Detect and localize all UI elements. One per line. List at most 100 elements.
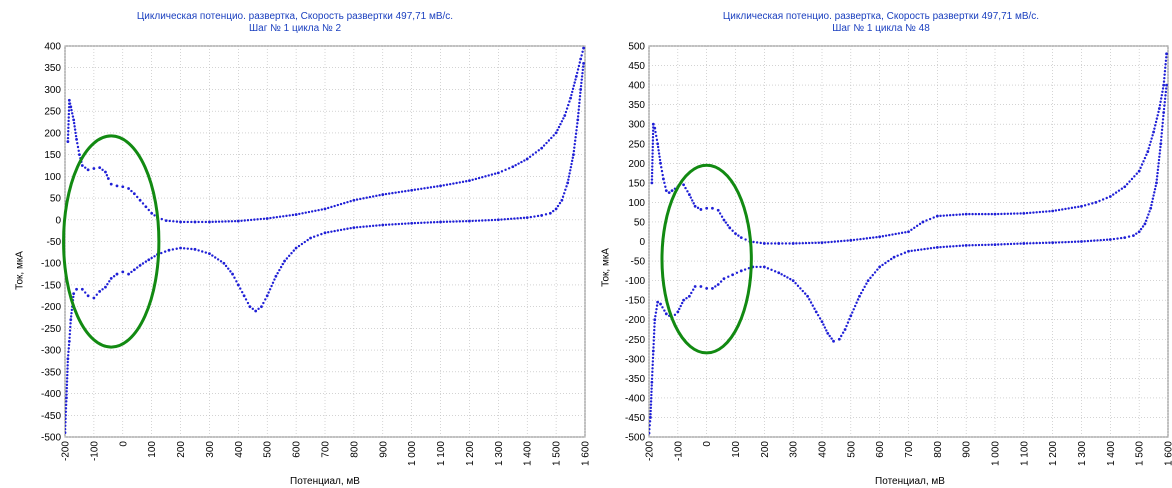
data-point (926, 247, 929, 250)
data-point (653, 325, 656, 328)
data-point (651, 145, 654, 149)
data-point (673, 313, 677, 317)
data-point (987, 243, 990, 247)
data-point (272, 216, 275, 219)
data-point (762, 265, 766, 269)
x-tick-label: 400 (818, 441, 829, 458)
data-point (891, 233, 894, 236)
data-point (217, 220, 221, 223)
data-point (952, 245, 955, 248)
data-point (493, 218, 497, 222)
data-point (680, 301, 684, 305)
data-point (513, 217, 516, 220)
data-point (270, 284, 273, 288)
data-point (1067, 207, 1070, 210)
data-point (458, 220, 462, 223)
data-point (92, 296, 96, 300)
data-point (190, 247, 193, 251)
data-point (1045, 210, 1048, 213)
data-point (439, 184, 442, 188)
data-point (115, 272, 119, 276)
data-point (365, 225, 368, 228)
data-point (193, 247, 197, 251)
data-point (1157, 158, 1161, 162)
data-point (878, 265, 882, 269)
data-point (826, 331, 830, 335)
y-tick-label: 400 (628, 81, 645, 92)
data-point (722, 218, 726, 222)
data-point (67, 347, 70, 350)
data-point (222, 261, 226, 265)
data-point (920, 248, 923, 251)
data-point (884, 234, 888, 237)
data-point (294, 213, 298, 216)
data-point (544, 213, 548, 216)
data-point (236, 219, 240, 223)
data-point (820, 320, 824, 324)
data-point (964, 212, 968, 216)
data-point (579, 84, 583, 88)
data-point (1083, 204, 1087, 207)
data-point (214, 256, 217, 259)
data-point (1156, 168, 1160, 172)
data-point (193, 220, 197, 224)
data-point (73, 128, 77, 131)
data-point (66, 354, 70, 357)
data-point (182, 247, 186, 250)
data-point (832, 339, 835, 343)
data-point (658, 155, 661, 158)
data-point (167, 248, 171, 252)
data-point (150, 256, 153, 260)
data-point (323, 231, 327, 235)
x-tick-label: 1 100 (436, 441, 447, 466)
data-point (115, 184, 119, 188)
data-point (175, 247, 178, 250)
data-point (1147, 147, 1150, 150)
data-point (651, 363, 654, 367)
data-point (948, 214, 952, 217)
data-point (138, 263, 142, 267)
y-tick-label: -250 (625, 335, 645, 346)
data-point (336, 229, 340, 232)
data-point (72, 118, 76, 122)
data-point (163, 250, 167, 253)
data-point (809, 301, 813, 304)
data-point (78, 153, 81, 157)
data-point (1077, 205, 1080, 209)
data-point (571, 156, 575, 159)
data-point (182, 220, 186, 224)
data-point (1029, 242, 1032, 245)
chart-panel-right: Циклическая потенцио. развертка, Скорост… (590, 0, 1172, 488)
data-point (265, 217, 269, 220)
data-point (652, 332, 656, 335)
data-point (536, 214, 540, 218)
data-point (807, 241, 811, 245)
data-point (445, 183, 449, 186)
data-point (1000, 212, 1003, 216)
y-tick-label: -250 (41, 324, 61, 335)
data-point (878, 235, 882, 239)
data-point (650, 171, 654, 175)
data-point (1160, 97, 1163, 100)
data-point (248, 305, 252, 309)
data-point (649, 413, 652, 416)
data-point (1067, 240, 1070, 244)
data-point (1160, 132, 1163, 135)
data-point (820, 241, 824, 245)
data-point (1135, 172, 1138, 175)
data-point (856, 298, 860, 301)
data-point (542, 144, 546, 147)
data-point (660, 166, 663, 169)
data-point (913, 226, 916, 230)
data-point (1093, 239, 1096, 242)
data-point (655, 304, 659, 307)
data-point (509, 217, 513, 221)
y-tick-label: -500 (41, 433, 61, 444)
data-point (1022, 211, 1026, 215)
data-point (448, 182, 452, 186)
data-point (961, 213, 965, 216)
data-point (865, 237, 869, 240)
data-point (477, 219, 481, 222)
data-point (1009, 212, 1013, 215)
data-point (264, 298, 267, 301)
